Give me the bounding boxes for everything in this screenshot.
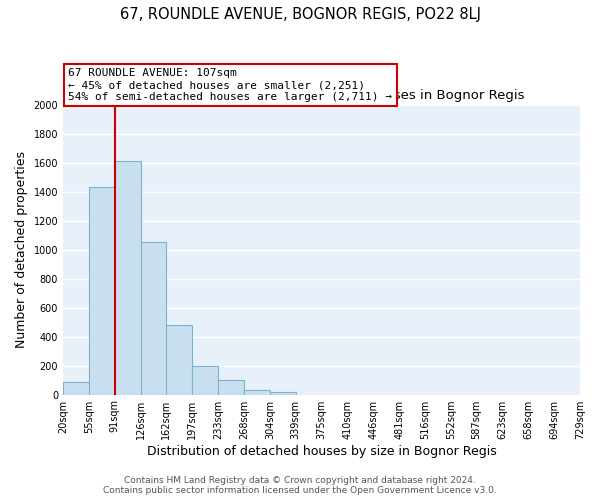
Text: 67 ROUNDLE AVENUE: 107sqm
← 45% of detached houses are smaller (2,251)
54% of se: 67 ROUNDLE AVENUE: 107sqm ← 45% of detac…: [68, 68, 392, 102]
Bar: [166, 325, 192, 394]
X-axis label: Distribution of detached houses by size in Bognor Regis: Distribution of detached houses by size …: [146, 444, 496, 458]
Y-axis label: Number of detached properties: Number of detached properties: [15, 151, 28, 348]
Bar: [218, 380, 244, 394]
Title: Size of property relative to detached houses in Bognor Regis: Size of property relative to detached ho…: [119, 89, 524, 102]
Text: Contains HM Land Registry data © Crown copyright and database right 2024.
Contai: Contains HM Land Registry data © Crown c…: [103, 476, 497, 495]
Bar: [270, 392, 296, 394]
Bar: [192, 366, 218, 394]
Bar: [89, 187, 115, 394]
Text: 67, ROUNDLE AVENUE, BOGNOR REGIS, PO22 8LJ: 67, ROUNDLE AVENUE, BOGNOR REGIS, PO22 8…: [119, 8, 481, 22]
Bar: [244, 390, 270, 394]
Bar: [63, 382, 89, 394]
Bar: [140, 242, 166, 394]
Bar: [115, 161, 140, 394]
